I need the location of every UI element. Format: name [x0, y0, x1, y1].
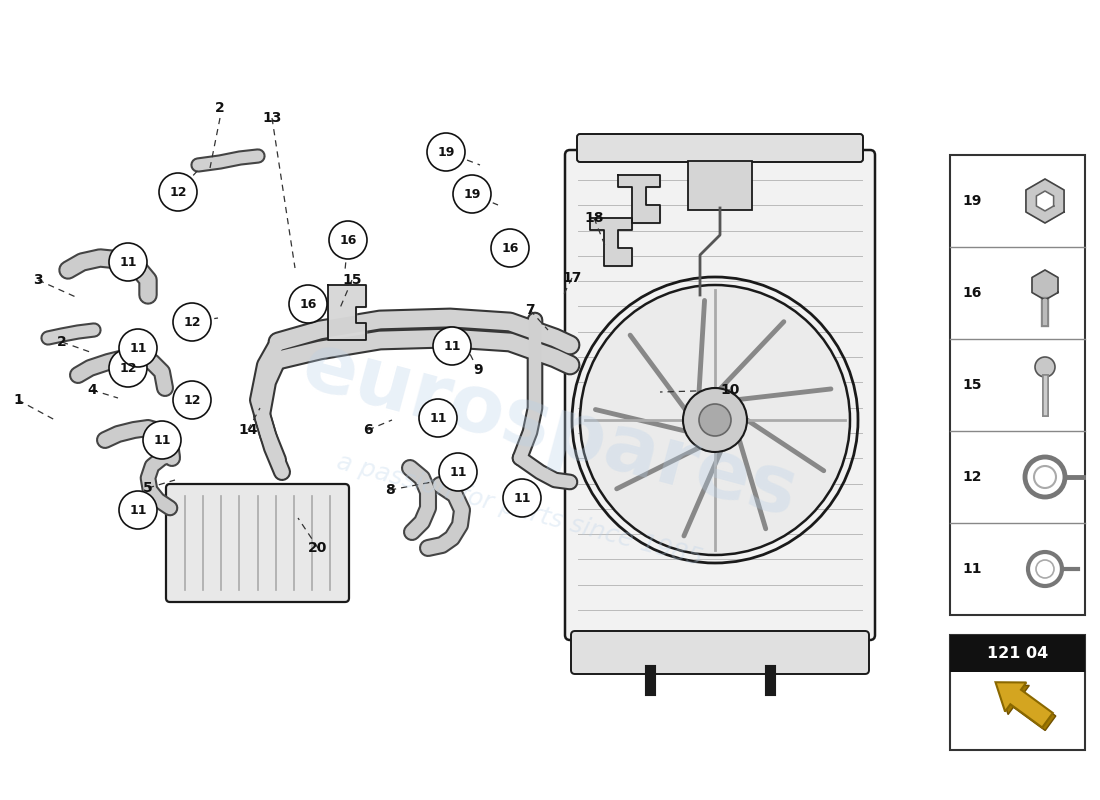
FancyArrow shape: [999, 686, 1056, 730]
Text: 6: 6: [363, 423, 373, 437]
Text: 16: 16: [502, 242, 519, 254]
Text: 11: 11: [130, 503, 146, 517]
Circle shape: [683, 388, 747, 452]
Circle shape: [419, 399, 456, 437]
Polygon shape: [1026, 179, 1064, 223]
FancyArrow shape: [996, 682, 1053, 727]
Text: 13: 13: [262, 111, 282, 125]
Text: 12: 12: [962, 470, 981, 484]
Text: a passion for parts since 1985: a passion for parts since 1985: [334, 450, 705, 570]
FancyBboxPatch shape: [950, 155, 1085, 615]
FancyBboxPatch shape: [571, 631, 869, 674]
Text: 11: 11: [130, 342, 146, 354]
Polygon shape: [328, 285, 366, 340]
Text: 8: 8: [385, 483, 395, 497]
Text: 12: 12: [169, 186, 187, 198]
Text: 11: 11: [153, 434, 170, 446]
Text: 12: 12: [119, 362, 136, 374]
FancyBboxPatch shape: [565, 150, 874, 640]
Circle shape: [289, 285, 327, 323]
Circle shape: [427, 133, 465, 171]
Polygon shape: [1032, 270, 1058, 300]
Text: 19: 19: [962, 194, 981, 208]
Text: 14: 14: [239, 423, 257, 437]
Circle shape: [160, 173, 197, 211]
FancyBboxPatch shape: [950, 635, 1085, 672]
Text: 11: 11: [429, 411, 447, 425]
Text: 11: 11: [119, 255, 136, 269]
Circle shape: [173, 303, 211, 341]
Text: 11: 11: [962, 562, 981, 576]
Text: 19: 19: [438, 146, 454, 158]
Text: 11: 11: [449, 466, 466, 478]
Circle shape: [109, 349, 147, 387]
Circle shape: [491, 229, 529, 267]
Text: 10: 10: [720, 383, 739, 397]
Polygon shape: [618, 175, 660, 223]
Text: 19: 19: [463, 187, 481, 201]
Polygon shape: [590, 218, 632, 266]
Text: 17: 17: [562, 271, 582, 285]
Circle shape: [453, 175, 491, 213]
FancyBboxPatch shape: [950, 635, 1085, 750]
Text: 1: 1: [13, 393, 23, 407]
Text: 15: 15: [962, 378, 981, 392]
Text: 7: 7: [525, 303, 535, 317]
Text: 3: 3: [33, 273, 43, 287]
Text: 16: 16: [339, 234, 356, 246]
Circle shape: [143, 421, 182, 459]
Circle shape: [119, 491, 157, 529]
Text: eurospares: eurospares: [294, 326, 806, 534]
Text: 9: 9: [473, 363, 483, 377]
Text: 16: 16: [299, 298, 317, 310]
Text: 2: 2: [216, 101, 224, 115]
FancyBboxPatch shape: [578, 134, 864, 162]
Circle shape: [580, 285, 850, 555]
FancyBboxPatch shape: [166, 484, 349, 602]
Text: 2: 2: [57, 335, 67, 349]
Circle shape: [1035, 357, 1055, 377]
Circle shape: [329, 221, 367, 259]
Text: 12: 12: [184, 394, 200, 406]
FancyBboxPatch shape: [688, 161, 752, 210]
Circle shape: [439, 453, 477, 491]
Circle shape: [119, 329, 157, 367]
Circle shape: [109, 243, 147, 281]
Text: 20: 20: [308, 541, 328, 555]
Circle shape: [698, 404, 732, 436]
Text: 12: 12: [184, 315, 200, 329]
Circle shape: [173, 381, 211, 419]
Circle shape: [503, 479, 541, 517]
Text: 5: 5: [143, 481, 153, 495]
Text: 16: 16: [962, 286, 981, 300]
Circle shape: [433, 327, 471, 365]
Polygon shape: [1036, 191, 1054, 211]
Text: 11: 11: [514, 491, 530, 505]
Text: 121 04: 121 04: [987, 646, 1048, 661]
Text: 18: 18: [584, 211, 604, 225]
Text: 11: 11: [443, 339, 461, 353]
Text: 15: 15: [342, 273, 362, 287]
Text: 4: 4: [87, 383, 97, 397]
